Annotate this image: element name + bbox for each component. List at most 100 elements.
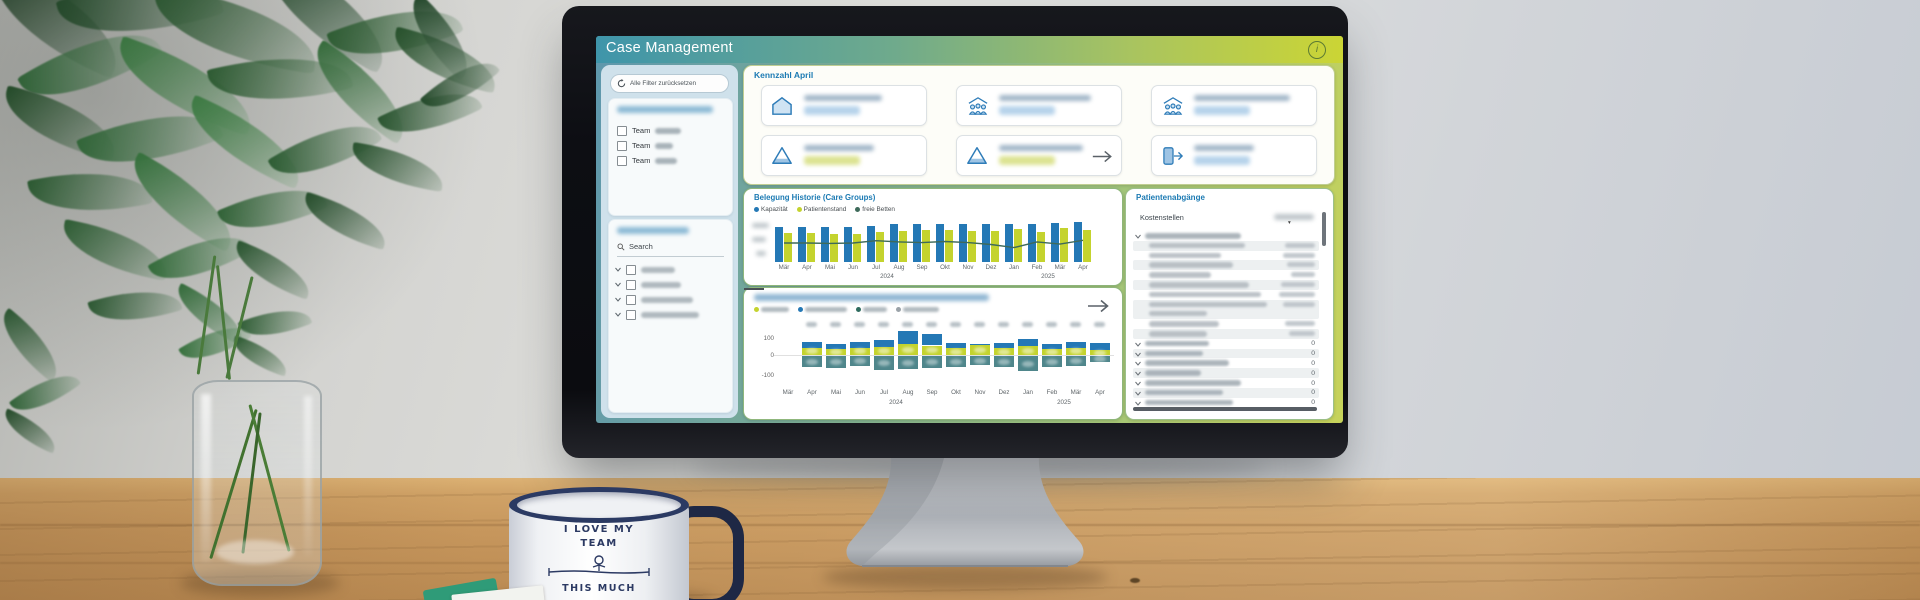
- tree-row[interactable]: [615, 262, 729, 277]
- month-label: Jul: [872, 264, 880, 271]
- bar-segment-green: [994, 348, 1014, 355]
- bar-value-blurred: [878, 360, 890, 366]
- bar-patientenstand: [1037, 232, 1045, 262]
- kpi-arrow[interactable]: [1091, 149, 1113, 169]
- bar-segment-green: [970, 345, 990, 355]
- checkbox[interactable]: [626, 294, 636, 305]
- table-group-row[interactable]: 0: [1133, 368, 1319, 378]
- bar-segment-blue: [922, 333, 942, 346]
- month-label: Jan: [1009, 264, 1019, 271]
- table-row[interactable]: [1133, 251, 1319, 261]
- checkbox[interactable]: [617, 125, 627, 136]
- table-group-row[interactable]: 0: [1133, 378, 1319, 388]
- table-row[interactable]: [1133, 240, 1319, 251]
- page-title: Case Management: [606, 40, 734, 56]
- table-row[interactable]: [1133, 299, 1319, 320]
- bar-segment-blue: [1042, 344, 1062, 349]
- team-checkbox-row[interactable]: Team: [617, 123, 727, 138]
- bar-value-blurred: [950, 358, 962, 365]
- table-group-row[interactable]: 0: [1133, 387, 1319, 398]
- vase-glass-highlight: [216, 540, 294, 564]
- vertical-scrollbar[interactable]: [1322, 212, 1326, 246]
- expand-chevron-icon[interactable]: [1135, 361, 1141, 367]
- checkbox[interactable]: [617, 140, 627, 151]
- legend-label-blurred: [761, 307, 789, 312]
- bar-segment-negative: [946, 356, 966, 367]
- bar-value-blurred: [1070, 358, 1082, 364]
- team-checkbox-row[interactable]: Team: [617, 153, 727, 168]
- bar-total-blurred: [902, 322, 913, 327]
- legend-dot: [856, 307, 861, 312]
- bar-segment-negative: [1042, 356, 1062, 367]
- people-group-icon: [966, 96, 990, 121]
- expand-chevron-icon[interactable]: [1135, 381, 1141, 386]
- date-value-blurred: [1285, 321, 1315, 327]
- table-row[interactable]: [1133, 319, 1319, 329]
- column-header-kostenstellen[interactable]: Kostenstellen: [1140, 213, 1184, 222]
- bar-value-blurred: [902, 346, 914, 353]
- table-group-row[interactable]: 0: [1133, 398, 1319, 408]
- horizontal-scrollbar[interactable]: [1133, 407, 1317, 411]
- expand-chevron-icon[interactable]: [1135, 401, 1141, 406]
- patient-name-blurred: [1149, 252, 1221, 259]
- tree-row[interactable]: [615, 277, 729, 292]
- info-icon[interactable]: i: [1308, 41, 1326, 59]
- kennzahl-panel: Kennzahl April: [743, 65, 1335, 185]
- bar-patientenstand: [899, 230, 907, 262]
- team-checkbox-row[interactable]: Team: [617, 138, 727, 153]
- search-input[interactable]: Search: [617, 242, 653, 251]
- bar-segment-green: [1018, 346, 1038, 355]
- zugaenge-chart-title-blurred: [754, 294, 989, 301]
- date-value-blurred: [1283, 301, 1315, 307]
- bar-segment-blue: [1018, 339, 1038, 347]
- table-row[interactable]: [1133, 270, 1319, 280]
- bar-segment-green: [898, 344, 918, 355]
- bar-segment-negative: [874, 356, 894, 371]
- year-label: 2025: [1041, 273, 1055, 280]
- month-label: Mai: [831, 389, 841, 396]
- table-group-row[interactable]: 0: [1133, 339, 1319, 349]
- bar-segment-negative: [850, 356, 870, 367]
- next-page-arrow[interactable]: [1086, 298, 1110, 314]
- mug-rim-inner: [517, 492, 681, 518]
- team-name-blurred: [655, 157, 678, 164]
- patient-name-blurred: [1149, 301, 1267, 308]
- checkbox[interactable]: [626, 279, 636, 290]
- bar-patientenstand: [1060, 228, 1068, 262]
- table-group-row[interactable]: 0: [1133, 358, 1319, 368]
- expand-chevron-icon[interactable]: [1135, 352, 1141, 357]
- bar-kapazitaet: [1051, 222, 1059, 262]
- expand-chevron-icon[interactable]: [1135, 391, 1141, 396]
- bar-segment-negative: [802, 356, 822, 367]
- table-group-row[interactable]: 0: [1133, 348, 1319, 359]
- y-tick: -100: [761, 372, 774, 379]
- table-row[interactable]: [1133, 280, 1319, 290]
- column-header-abgaenge-blurred[interactable]: [1274, 214, 1314, 220]
- checkbox[interactable]: [617, 155, 627, 166]
- tree-row[interactable]: [615, 292, 729, 307]
- bar-value-blurred: [1046, 348, 1058, 355]
- chevron-down-icon[interactable]: [615, 267, 621, 272]
- table-row[interactable]: [1133, 329, 1319, 339]
- table-row[interactable]: [1133, 290, 1319, 300]
- expand-chevron-icon[interactable]: [1135, 342, 1141, 347]
- tree-row[interactable]: [615, 307, 729, 322]
- table-row[interactable]: [1133, 260, 1319, 271]
- checkbox[interactable]: [626, 309, 636, 320]
- chevron-down-icon[interactable]: [615, 312, 621, 317]
- bar-total-blurred: [1094, 322, 1105, 327]
- expand-chevron-icon[interactable]: [1135, 371, 1141, 376]
- bar-value-blurred: [974, 347, 986, 354]
- bar-segment-green: [1042, 348, 1062, 355]
- bar-patientenstand: [784, 233, 792, 262]
- patientenabgaenge-title: Patientenabgänge: [1136, 193, 1205, 202]
- bar-value-blurred: [998, 358, 1010, 365]
- table-group-row[interactable]: [1133, 231, 1319, 241]
- reset-icon: [617, 79, 626, 88]
- checkbox[interactable]: [626, 264, 636, 275]
- bar-patientenstand: [945, 230, 953, 262]
- chevron-down-icon[interactable]: [615, 282, 621, 287]
- reset-filters-button[interactable]: Alle Filter zurücksetzen: [610, 74, 729, 93]
- expand-chevron-icon[interactable]: [1135, 234, 1141, 239]
- chevron-down-icon[interactable]: [615, 297, 621, 302]
